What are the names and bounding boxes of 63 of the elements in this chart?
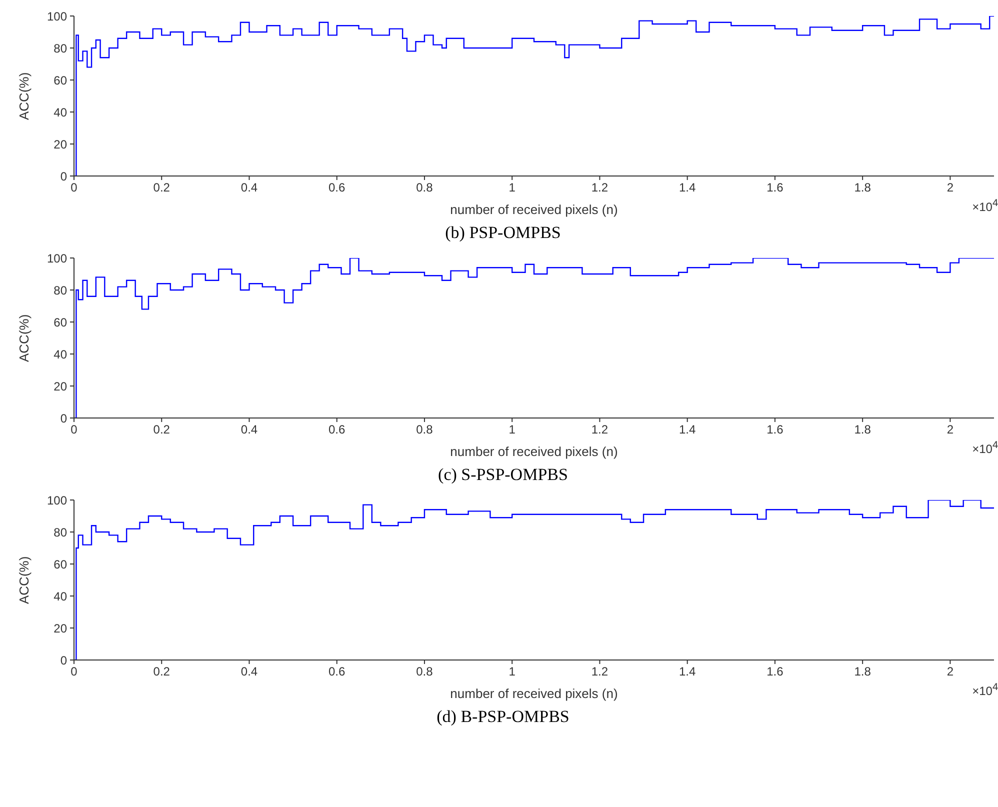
x-tick-label: 0.4 [240, 180, 258, 195]
x-tick-label: 1.2 [591, 422, 608, 437]
x-tick-label: 0.6 [328, 180, 346, 195]
y-tick-label: 40 [54, 589, 68, 604]
x-tick-label: 0.8 [416, 180, 434, 195]
x-tick-label: 1 [508, 180, 516, 195]
y-tick-label: 20 [54, 137, 68, 152]
x-tick-label: 1.6 [766, 180, 784, 195]
x-tick-label: 0 [70, 180, 78, 195]
x-tick-label: 1.4 [678, 422, 696, 437]
x-tick-label: 1.8 [854, 180, 872, 195]
text: ×10$^{4}$ [972, 198, 998, 214]
y-tick-label: 80 [54, 41, 68, 56]
x-tick-label: 1 [508, 664, 516, 679]
x-tick-label: 2 [946, 422, 954, 437]
y-tick-label: 80 [54, 283, 68, 298]
x-tick-label: 1.8 [854, 422, 872, 437]
x-tick-label: 1.4 [678, 664, 696, 679]
text: (c) S-PSP-OMPBS [437, 464, 569, 486]
x-tick-label: 0.2 [153, 180, 170, 195]
x-tick-label: 1.4 [678, 180, 696, 195]
x-tick-label: 1 [508, 422, 516, 437]
y-tick-label: 20 [54, 379, 68, 394]
y-axis-title: ACC(%) [16, 314, 32, 362]
text: (b) PSP-OMPBS [444, 222, 562, 244]
y-axis-title: ACC(%) [16, 556, 32, 604]
y-tick-label: 100 [46, 9, 68, 24]
x-tick-label: 0.8 [416, 422, 434, 437]
y-tick-label: 0 [60, 169, 68, 184]
x-axis-title: number of received pixels (n) [450, 444, 618, 459]
x-tick-label: 0 [70, 422, 78, 437]
y-tick-label: 60 [54, 315, 68, 330]
text: ×10$^{4}$ [972, 440, 998, 456]
x-tick-label: 0.4 [240, 664, 258, 679]
x-tick-label: 0 [70, 664, 78, 679]
x-tick-label: 1.2 [591, 664, 608, 679]
x-tick-label: 2 [946, 664, 954, 679]
y-tick-label: 100 [46, 251, 68, 266]
x-tick-label: 0.2 [153, 422, 170, 437]
x-tick-label: 0.6 [328, 664, 346, 679]
y-tick-label: 40 [54, 347, 68, 362]
x-tick-label: 1.6 [766, 664, 784, 679]
y-tick-label: 0 [60, 411, 68, 426]
y-tick-label: 40 [54, 105, 68, 120]
x-tick-label: 1.2 [591, 180, 608, 195]
x-tick-label: 0.2 [153, 664, 170, 679]
y-tick-label: 100 [46, 493, 68, 508]
text: ×10$^{4}$ [972, 682, 998, 698]
y-tick-label: 80 [54, 525, 68, 540]
y-tick-label: 60 [54, 557, 68, 572]
y-tick-label: 60 [54, 73, 68, 88]
x-tick-label: 0.4 [240, 422, 258, 437]
y-axis-title: ACC(%) [16, 72, 32, 120]
text: (d) B-PSP-OMPBS [436, 706, 570, 728]
x-tick-label: 2 [946, 180, 954, 195]
x-tick-label: 1.8 [854, 664, 872, 679]
x-tick-label: 0.8 [416, 664, 434, 679]
y-tick-label: 20 [54, 621, 68, 636]
y-tick-label: 0 [60, 653, 68, 668]
x-tick-label: 1.6 [766, 422, 784, 437]
x-axis-title: number of received pixels (n) [450, 202, 618, 217]
x-axis-title: number of received pixels (n) [450, 686, 618, 701]
x-tick-label: 0.6 [328, 422, 346, 437]
